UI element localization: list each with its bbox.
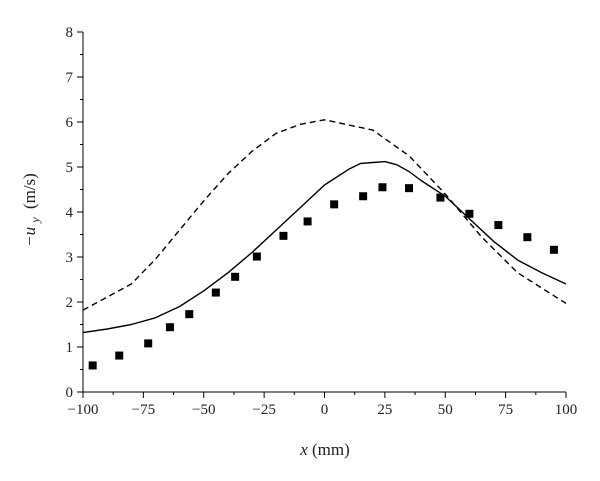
y-axis-title: −u y (m/s) xyxy=(20,173,43,247)
x-axis-title: x (mm) xyxy=(299,440,350,459)
y-axis: 0 1 2 3 4 5 6 7 8 xyxy=(66,25,84,401)
x-tick-label: −50 xyxy=(192,402,215,418)
data-point xyxy=(359,192,368,201)
plot-area xyxy=(82,119,567,370)
data-point xyxy=(549,245,558,254)
data-point xyxy=(165,323,174,332)
x-tick-label: 25 xyxy=(377,402,392,418)
y-tick-label: 2 xyxy=(66,295,74,311)
x-axis: −100 −75 −50 −25 0 25 50 75 100 xyxy=(68,391,578,418)
y-tick-label: 7 xyxy=(66,70,74,86)
data-point xyxy=(252,252,261,261)
data-point xyxy=(465,209,474,218)
y-tick-label: 0 xyxy=(66,385,74,401)
data-point xyxy=(405,184,414,193)
x-tick-label: 75 xyxy=(498,402,513,418)
y-tick-label: 5 xyxy=(66,160,74,176)
data-point xyxy=(185,310,194,319)
y-tick-label: 6 xyxy=(66,115,74,131)
data-point xyxy=(88,361,97,370)
series-solid-line xyxy=(82,160,567,334)
data-point xyxy=(231,272,240,281)
x-axis-title-unit: (mm) xyxy=(312,440,350,459)
data-point xyxy=(436,193,445,202)
data-point xyxy=(115,351,124,360)
x-axis-title-variable: x xyxy=(299,440,308,459)
y-axis-title-unit: (m/s) xyxy=(20,173,39,209)
y-tick-label: 3 xyxy=(66,250,74,266)
data-point xyxy=(330,200,339,209)
x-tick-label: −100 xyxy=(68,402,99,418)
data-point xyxy=(211,288,220,297)
data-point xyxy=(494,221,503,230)
data-point xyxy=(523,233,532,242)
y-tick-label: 4 xyxy=(66,205,74,221)
data-point xyxy=(279,231,288,240)
series-dashed-line xyxy=(82,119,567,311)
data-point xyxy=(378,183,387,192)
y-tick-label: 1 xyxy=(66,340,74,356)
data-point xyxy=(144,339,153,348)
data-point xyxy=(303,217,312,226)
y-axis-title-subscript: y xyxy=(28,217,42,224)
series-measured-points xyxy=(88,183,558,370)
x-tick-label: −75 xyxy=(132,402,155,418)
x-tick-label: 100 xyxy=(555,402,578,418)
y-tick-label: 8 xyxy=(66,25,74,41)
x-tick-label: 50 xyxy=(438,402,453,418)
y-axis-title-variable: −u xyxy=(20,227,39,247)
x-tick-label: 0 xyxy=(321,402,329,418)
x-tick-label: −25 xyxy=(252,402,275,418)
